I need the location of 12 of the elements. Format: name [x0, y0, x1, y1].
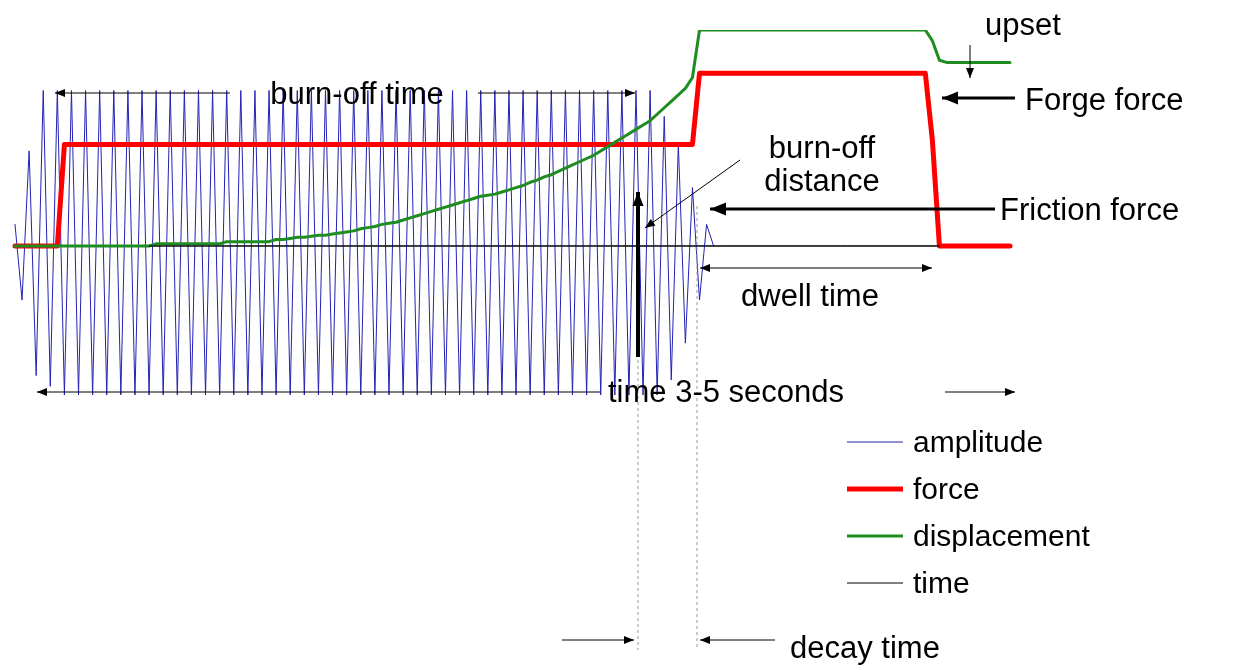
annotation: dwell time	[741, 278, 879, 313]
text: decay time	[790, 630, 940, 665]
annotation: Friction force	[1000, 192, 1180, 227]
legend-label: time	[913, 565, 970, 600]
annotation: burn-off distance	[764, 130, 880, 198]
text: Forge force	[1025, 82, 1184, 117]
annotation: upset	[985, 7, 1062, 42]
legend-label: force	[913, 471, 980, 506]
legend-label: displacement	[913, 518, 1090, 553]
annotation: burn-off time	[270, 76, 444, 111]
legend-label: amplitude	[913, 424, 1044, 459]
annotation: time 3-5 seconds	[608, 374, 845, 409]
